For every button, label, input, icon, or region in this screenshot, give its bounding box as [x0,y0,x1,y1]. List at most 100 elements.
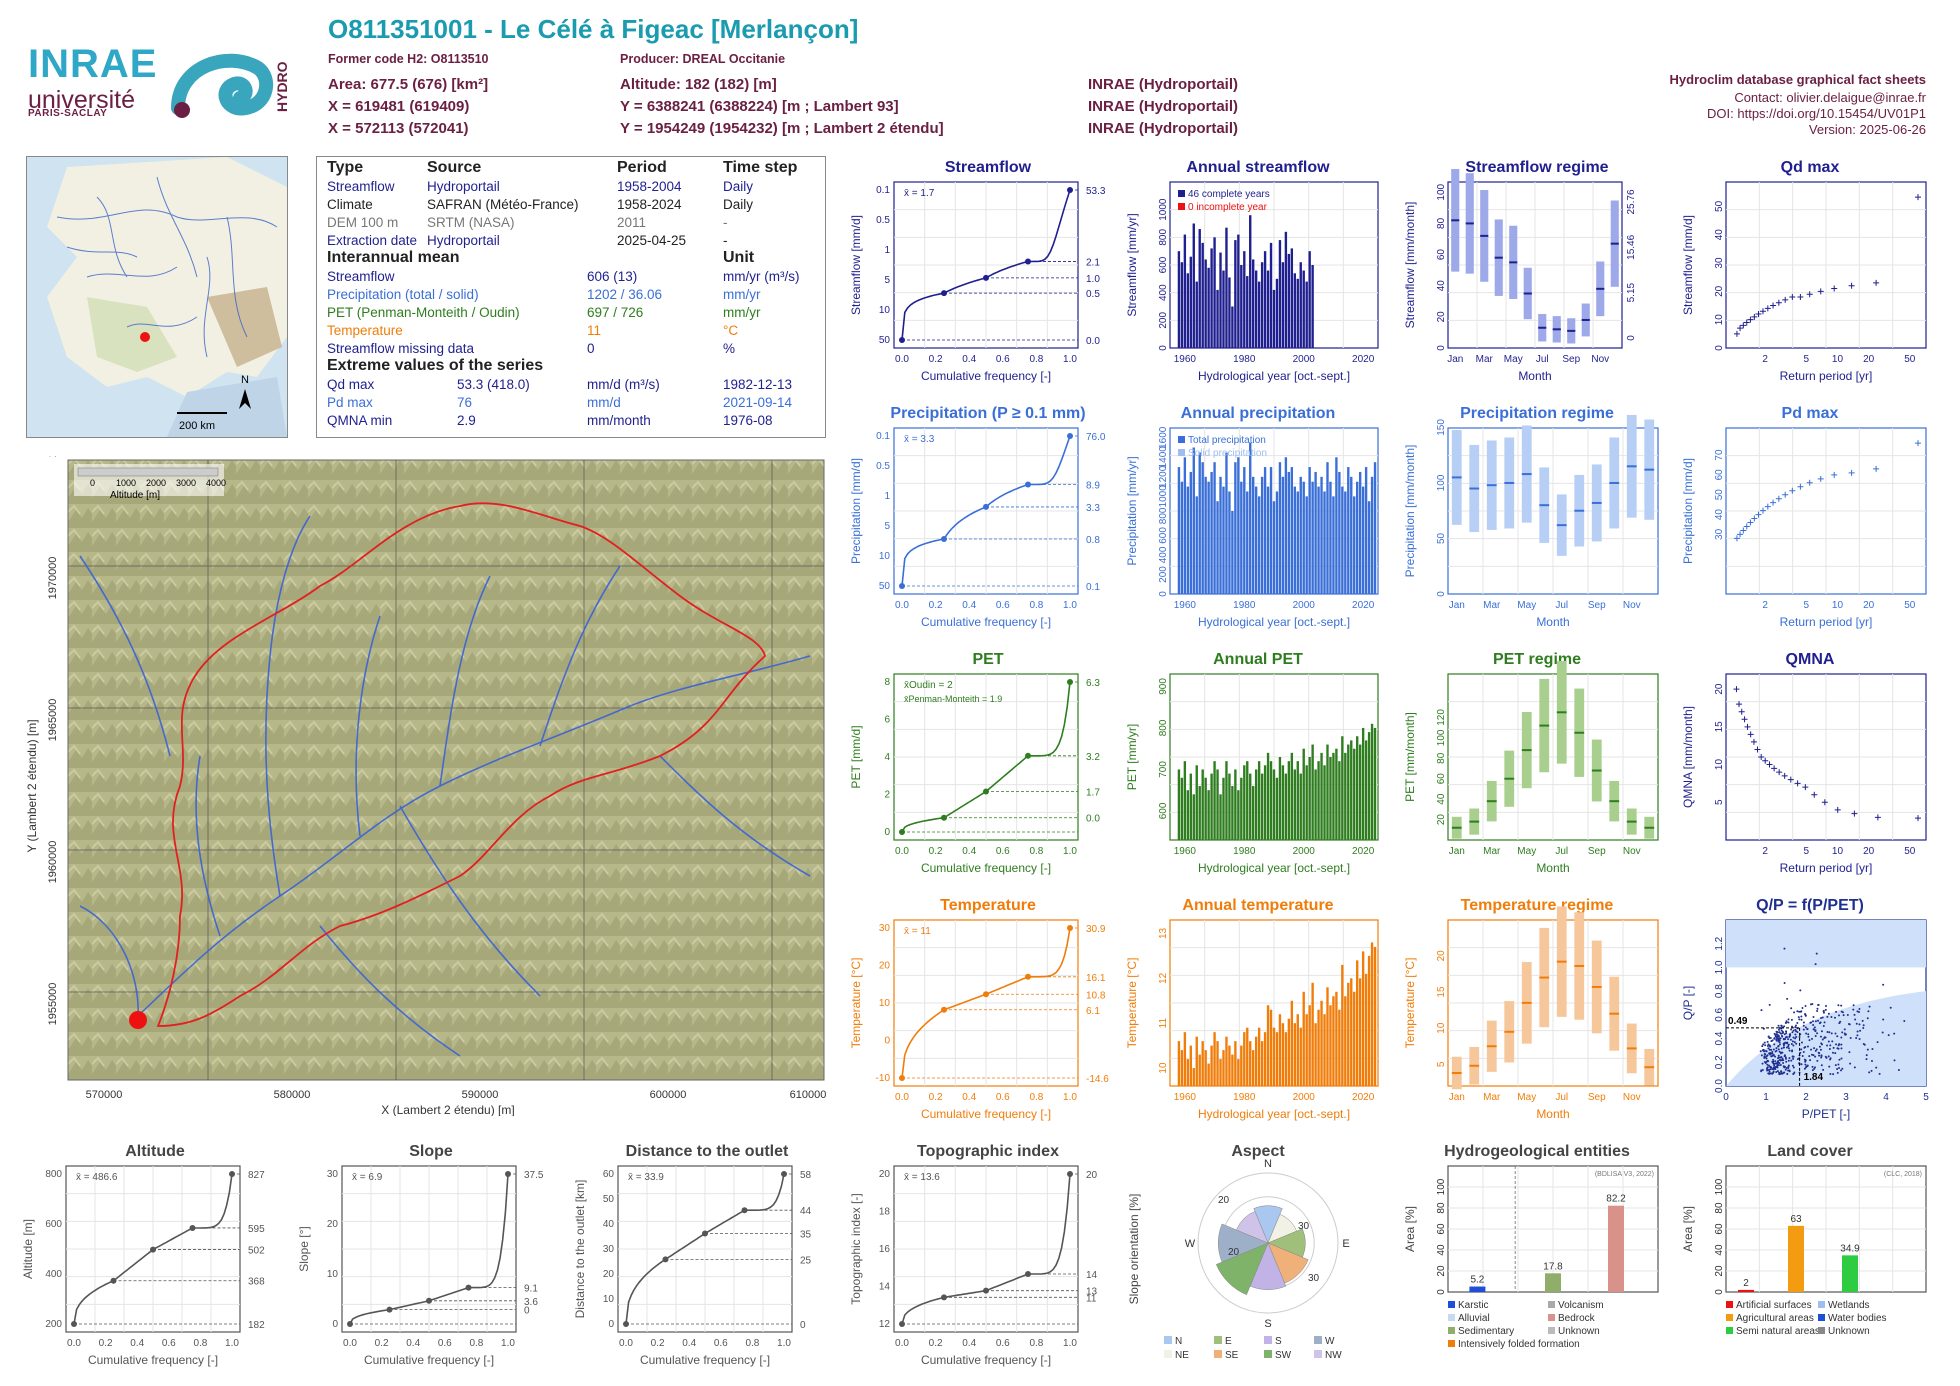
data-point [1887,1034,1890,1037]
x-tick: 1.0 [1063,1338,1077,1349]
mean-label: x̄ = 3.3 [904,434,935,445]
chart-svg-qd_max: Qd max 2 5 10 20 50 0 10 20 30 40 50 Return period [… [1681,159,1927,383]
data-point [1824,1005,1827,1008]
hydro-logo-text: HYDRO [274,61,290,112]
x-tick: 10 [1832,846,1844,857]
th-source: Source [427,159,482,176]
legend-swatch [1726,1301,1733,1308]
data-point [741,1207,748,1214]
data-point [1781,772,1788,779]
bar [1252,476,1255,594]
bar [1338,761,1341,840]
data-point [662,1256,669,1263]
data-point [1831,285,1838,292]
x-tick: 0.6 [162,1338,176,1349]
data-point [1859,1029,1862,1032]
data-point [1873,465,1880,472]
bar [1219,1059,1222,1086]
data-point [1764,305,1771,312]
legend-swatch [1448,1314,1455,1321]
data-point [1823,1021,1826,1024]
data-point [1848,282,1855,289]
left-tick: 40 [603,1219,615,1230]
legend-swatch [1548,1327,1555,1334]
data-point [1840,1043,1843,1046]
data-point [983,1287,989,1294]
db-name: Hydroclim database graphical fact sheets [1669,72,1926,87]
data-point [1812,1054,1815,1057]
data-point [1784,1068,1787,1071]
data-point [1802,1021,1805,1024]
chart-svg-altitude: Altitude 827 595 502 368 182 200 400 600 800 0.0 0.… [21,1143,265,1367]
data-point [1738,708,1745,715]
bar [1183,761,1187,840]
y-axis-label: Precipitation [mm/d] [1681,458,1695,564]
y-tick: 60 [1714,1223,1725,1235]
data-point [1775,1033,1778,1036]
x-tick: 0.8 [1029,1092,1043,1103]
y-tick: 150 [1436,419,1447,436]
chart-pd_max: Pd max 2 5 10 20 50 30 40 50 60 70 Return period [y… [1680,402,1940,634]
y-tick: 12 [1158,972,1169,984]
bar [1219,476,1222,594]
bar [1350,740,1353,840]
legend-label: Solid precipitation [1188,448,1267,459]
y-tick: 1.2 [1714,936,1725,950]
data-point [1790,1007,1793,1010]
data-point [1875,1066,1878,1069]
right-tick: 0 [1626,335,1637,341]
data-point [1776,1057,1779,1060]
direction-label: N [1264,1158,1272,1170]
x-tick: 580000 [274,1089,311,1101]
bar [1305,1014,1308,1086]
data-point [1865,1058,1868,1061]
data-point [1755,511,1762,518]
y-axis-label: Streamflow [mm/d] [849,215,863,315]
data-point [1787,1064,1790,1067]
data-point [1848,1023,1851,1026]
data-point [1744,723,1751,730]
data-point [189,1224,196,1231]
right-tick: 5.15 [1626,282,1637,302]
y-tick: 20 [1436,311,1447,323]
right-tick: 827 [248,1170,265,1181]
bar [1213,1032,1216,1086]
x-tick: Nov [1623,600,1641,611]
data-point [1778,1050,1781,1053]
bar [1278,240,1282,348]
bar [1237,457,1240,594]
data-point [1775,1047,1778,1050]
data-point [781,1171,787,1177]
data-point [1781,1051,1784,1054]
chart-streamflow: Streamflow 53.3 2.1 1.0 0.5 0.0 50 10 5 1 0.5 0.1 0.… [848,156,1128,388]
right-tick: 3.6 [524,1297,538,1308]
bar [1228,277,1231,348]
university-logo: université [28,86,135,114]
data-point [1804,1004,1807,1007]
data-point [1793,1011,1796,1014]
extreme-unit: mm/month [587,413,651,428]
right-tick: 6.1 [1086,1006,1100,1017]
data-point [1774,1034,1777,1037]
bar [1788,1225,1804,1292]
data-point [1836,1047,1839,1050]
legend-label: Bedrock [1558,1313,1596,1324]
y-tick: 30 [1714,257,1725,269]
data-point [1868,1071,1871,1074]
data-point [1769,1053,1772,1056]
chart-streamflow_regime: Streamflow regime Jan Mar May Jul Sep Nov 0 20 40… [1402,156,1672,388]
data-point [1760,1069,1763,1072]
chart-svg-pd_max: Pd max 2 5 10 20 50 30 40 50 60 70 Return period [y… [1681,405,1927,629]
direction-label: W [1185,1238,1196,1250]
data-point [1740,527,1747,534]
data-point [1815,1048,1818,1051]
bar [1180,262,1184,348]
left-tick: 50 [603,1194,615,1205]
chart-temperature_regime: Temperature regime Jan Mar May Jul Sep Nov 5 10 1… [1402,894,1672,1126]
budyko-zone [1726,991,1926,1086]
data-point [1747,519,1754,526]
data-point [1816,1007,1819,1010]
data-point [1800,1063,1803,1066]
data-point [1782,1059,1785,1062]
data-point [1775,495,1782,502]
